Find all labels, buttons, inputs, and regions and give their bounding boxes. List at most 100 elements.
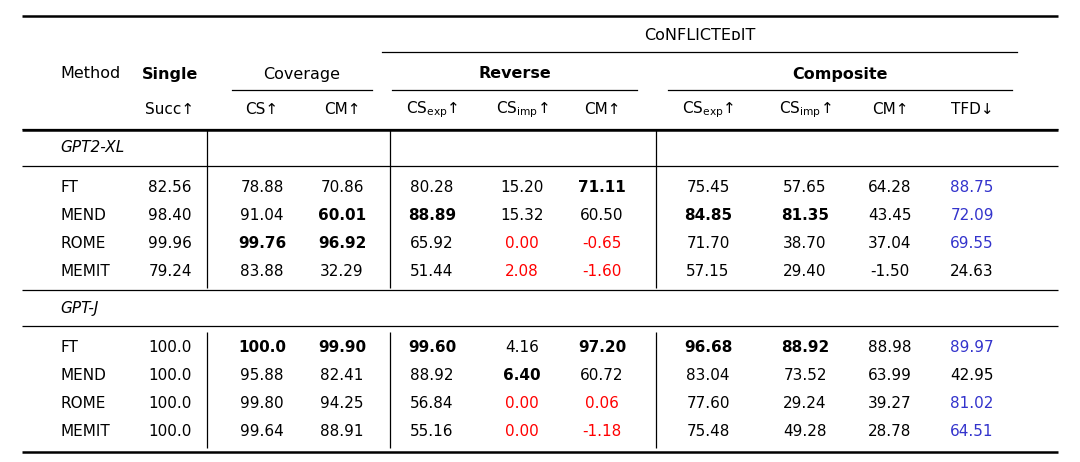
Text: 55.16: 55.16 [410,425,454,439]
Text: 69.55: 69.55 [950,237,994,251]
Text: Succ↑: Succ↑ [146,103,194,117]
Text: 100.0: 100.0 [148,340,191,355]
Text: 28.78: 28.78 [868,425,912,439]
Text: 70.86: 70.86 [321,181,364,195]
Text: 88.98: 88.98 [868,340,912,355]
Text: 63.99: 63.99 [868,369,912,383]
Text: 49.28: 49.28 [783,425,827,439]
Text: 94.25: 94.25 [321,396,364,412]
Text: 4.16: 4.16 [505,340,539,355]
Text: -1.18: -1.18 [582,425,622,439]
Text: 79.24: 79.24 [148,265,192,280]
Text: 98.40: 98.40 [148,208,192,224]
Text: 96.92: 96.92 [318,237,366,251]
Text: Reverse: Reverse [478,67,551,81]
Text: 91.04: 91.04 [240,208,284,224]
Text: GPT-J: GPT-J [60,300,98,316]
Text: TFD↓: TFD↓ [950,103,994,117]
Text: 73.52: 73.52 [783,369,827,383]
Text: 99.64: 99.64 [240,425,284,439]
Text: GPT2-XL: GPT2-XL [60,140,124,156]
Text: 82.56: 82.56 [148,181,192,195]
Text: 29.40: 29.40 [783,265,827,280]
Text: 88.92: 88.92 [781,340,829,355]
Text: 38.70: 38.70 [783,237,827,251]
Text: 83.88: 83.88 [240,265,284,280]
Text: 60.01: 60.01 [318,208,366,224]
Text: ROME: ROME [60,237,106,251]
Text: 72.09: 72.09 [950,208,994,224]
Text: ROME: ROME [60,396,106,412]
Text: 77.60: 77.60 [686,396,730,412]
Text: 71.70: 71.70 [686,237,730,251]
Text: 60.72: 60.72 [580,369,624,383]
Text: 37.04: 37.04 [868,237,912,251]
Text: 99.60: 99.60 [408,340,456,355]
Text: -0.65: -0.65 [582,237,622,251]
Text: 80.28: 80.28 [410,181,454,195]
Text: 99.80: 99.80 [240,396,284,412]
Text: 83.04: 83.04 [686,369,730,383]
Text: -1.50: -1.50 [870,265,909,280]
Text: 88.75: 88.75 [950,181,994,195]
Text: 0.06: 0.06 [585,396,619,412]
Text: 71.11: 71.11 [578,181,626,195]
Text: 75.45: 75.45 [686,181,730,195]
Text: 57.15: 57.15 [686,265,730,280]
Text: 51.44: 51.44 [410,265,454,280]
Text: -1.60: -1.60 [582,265,622,280]
Text: 100.0: 100.0 [148,396,191,412]
Text: 100.0: 100.0 [238,340,286,355]
Text: 0.00: 0.00 [505,425,539,439]
Text: CS$_\mathsf{imp}$↑: CS$_\mathsf{imp}$↑ [496,100,549,120]
Text: 89.97: 89.97 [950,340,994,355]
Text: Single: Single [141,67,199,81]
Text: 43.45: 43.45 [868,208,912,224]
Text: 99.90: 99.90 [318,340,366,355]
Text: 88.91: 88.91 [321,425,364,439]
Text: 75.48: 75.48 [686,425,730,439]
Text: MEND: MEND [60,369,106,383]
Text: MEMIT: MEMIT [60,425,110,439]
Text: FT: FT [60,181,78,195]
Text: Composite: Composite [793,67,888,81]
Text: 32.29: 32.29 [320,265,364,280]
Text: CS$_\mathsf{exp}$↑: CS$_\mathsf{exp}$↑ [681,100,734,120]
Text: 97.20: 97.20 [578,340,626,355]
Text: 6.40: 6.40 [503,369,541,383]
Text: 81.02: 81.02 [950,396,994,412]
Text: 60.50: 60.50 [580,208,624,224]
Text: CM↑: CM↑ [872,103,908,117]
Text: 99.76: 99.76 [238,237,286,251]
Text: 95.88: 95.88 [240,369,284,383]
Text: MEND: MEND [60,208,106,224]
Text: 42.95: 42.95 [950,369,994,383]
Text: 64.28: 64.28 [868,181,912,195]
Text: CS↑: CS↑ [245,103,279,117]
Text: CS$_\mathsf{exp}$↑: CS$_\mathsf{exp}$↑ [406,100,458,120]
Text: CM↑: CM↑ [324,103,361,117]
Text: 15.20: 15.20 [500,181,543,195]
Text: 0.00: 0.00 [505,237,539,251]
Text: 64.51: 64.51 [950,425,994,439]
Text: 29.24: 29.24 [783,396,827,412]
Text: 99.96: 99.96 [148,237,192,251]
Text: 100.0: 100.0 [148,369,191,383]
Text: 88.89: 88.89 [408,208,456,224]
Text: 2.08: 2.08 [505,265,539,280]
Text: CᴏNFLICTEᴅIT: CᴏNFLICTEᴅIT [644,29,755,43]
Text: 100.0: 100.0 [148,425,191,439]
Text: 82.41: 82.41 [321,369,364,383]
Text: FT: FT [60,340,78,355]
Text: Method: Method [60,67,120,81]
Text: 0.00: 0.00 [505,396,539,412]
Text: 39.27: 39.27 [868,396,912,412]
Text: 24.63: 24.63 [950,265,994,280]
Text: 96.68: 96.68 [684,340,732,355]
Text: 56.84: 56.84 [410,396,454,412]
Text: 65.92: 65.92 [410,237,454,251]
Text: CM↑: CM↑ [584,103,620,117]
Text: Coverage: Coverage [264,67,340,81]
Text: 84.85: 84.85 [684,208,732,224]
Text: MEMIT: MEMIT [60,265,110,280]
